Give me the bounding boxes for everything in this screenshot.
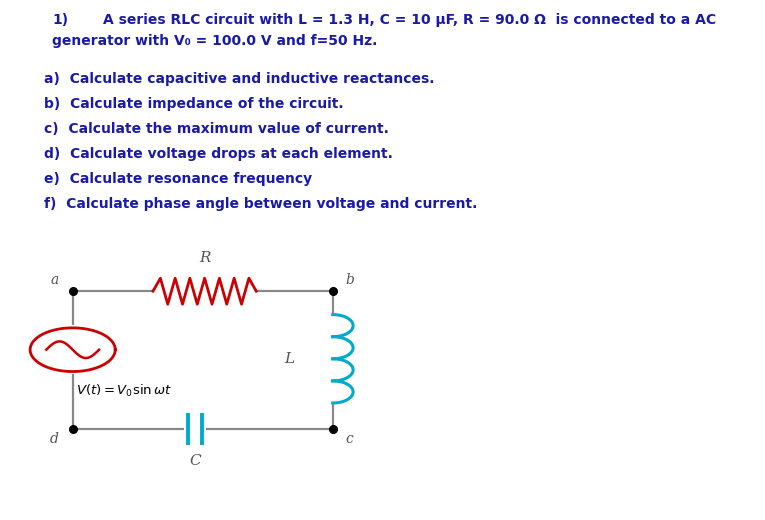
Text: d: d [50, 432, 59, 446]
Text: A series RLC circuit with L = 1.3 H, C = 10 μF, R = 90.0 Ω  is connected to a AC: A series RLC circuit with L = 1.3 H, C =… [103, 13, 716, 27]
Text: C: C [189, 454, 201, 468]
Text: R: R [199, 251, 210, 265]
Text: $V(t) =V_0\sin\omega t$: $V(t) =V_0\sin\omega t$ [76, 383, 173, 399]
Text: b)  Calculate impedance of the circuit.: b) Calculate impedance of the circuit. [44, 97, 344, 111]
Text: a: a [50, 273, 59, 287]
Text: 1): 1) [52, 13, 68, 27]
Text: a)  Calculate capacitive and inductive reactances.: a) Calculate capacitive and inductive re… [44, 72, 435, 86]
Text: d)  Calculate voltage drops at each element.: d) Calculate voltage drops at each eleme… [44, 147, 393, 161]
Text: c: c [345, 432, 353, 446]
Text: c)  Calculate the maximum value of current.: c) Calculate the maximum value of curren… [44, 122, 389, 136]
Text: b: b [345, 273, 354, 287]
Text: L: L [285, 352, 295, 366]
Text: e)  Calculate resonance frequency: e) Calculate resonance frequency [44, 172, 312, 186]
Text: f)  Calculate phase angle between voltage and current.: f) Calculate phase angle between voltage… [44, 197, 478, 211]
Text: generator with V₀ = 100.0 V and f=50 Hz.: generator with V₀ = 100.0 V and f=50 Hz. [52, 34, 377, 48]
